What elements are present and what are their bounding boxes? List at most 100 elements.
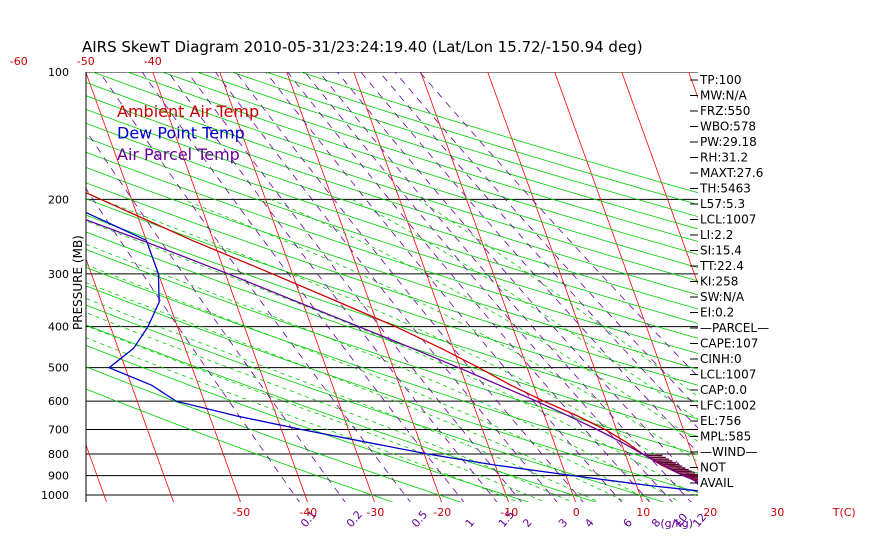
dry-adiabat	[86, 151, 698, 354]
mixing-ratio-line	[187, 72, 522, 502]
legend-entry: Ambient Air Temp	[117, 102, 259, 121]
mixing-ratio-line	[86, 129, 346, 502]
dry-adiabat	[86, 366, 462, 502]
y-axis-label: PRESSURE (MB)	[71, 235, 85, 330]
dry-adiabat	[231, 72, 698, 218]
mixing-ratio-label: 4	[582, 516, 596, 530]
moist-adiabat	[86, 337, 519, 502]
index-value: PW:29.18	[700, 135, 757, 149]
mixing-ratio-line	[235, 72, 584, 502]
pressure-tick-label: 200	[48, 193, 69, 206]
index-value: EL:756	[700, 414, 741, 428]
series-line-0	[86, 191, 698, 482]
moist-adiabat	[86, 282, 627, 502]
moist-adiabat	[86, 298, 600, 502]
dry-adiabat	[161, 72, 698, 242]
moist-adiabat	[351, 198, 698, 421]
index-value: RH:31.2	[700, 151, 748, 165]
isotherm-line	[86, 257, 174, 502]
mixing-ratio-line	[336, 72, 698, 486]
dry-adiabat	[127, 72, 698, 255]
isotherm-line	[219, 72, 375, 502]
index-value: AVAIL	[700, 476, 734, 490]
isotherm-line	[152, 72, 308, 502]
pressure-tick-label: 1000	[41, 489, 69, 502]
moist-adiabat	[86, 220, 698, 498]
pressure-tick-label: 300	[48, 268, 69, 281]
bottom-axis-label: T(C)	[832, 506, 856, 519]
dry-adiabat	[86, 214, 698, 420]
legend: Ambient Air Temp Dew Point Temp Air Parcel…	[117, 102, 259, 164]
top-temp-tick-label: -60	[10, 55, 28, 68]
index-value: TH:5463	[699, 182, 751, 196]
pressure-tick-label: 700	[48, 423, 69, 436]
dry-adiabat	[86, 231, 698, 437]
pressure-tick-label: 800	[48, 448, 69, 461]
dry-adiabat	[86, 122, 698, 324]
isotherm-line	[0, 72, 40, 504]
index-value: WBO:578	[700, 120, 756, 134]
chart-title: AIRS SkewT Diagram 2010-05-31/23:24:19.4…	[82, 38, 643, 56]
bottom-temp-tick-label: 10	[636, 506, 650, 519]
index-value: LI:2.2	[700, 228, 733, 242]
dry-adiabat	[86, 248, 698, 455]
mixing-ratio-line	[215, 72, 558, 502]
pressure-tick-label: 900	[48, 470, 69, 483]
bottom-temp-tick-label: 0	[573, 506, 580, 519]
dry-adiabat	[86, 82, 698, 282]
index-value: MAXT:27.6	[700, 166, 763, 180]
mixing-ratio-label: 3	[556, 516, 570, 530]
isotherm-line	[621, 72, 698, 286]
index-value: LCL:1007	[700, 368, 756, 382]
dry-adiabat	[86, 95, 698, 296]
index-value: MPL:585	[700, 430, 751, 444]
mixing-ratio-label: 0.2	[344, 508, 365, 530]
index-value: CAP:0.0	[700, 383, 747, 397]
dry-adiabat	[86, 388, 394, 502]
bottom-temp-tick-label: 20	[703, 506, 717, 519]
moist-adiabat	[86, 264, 654, 502]
mixing-ratio-label: 1	[463, 516, 477, 530]
mixing-ratio-line	[360, 72, 698, 454]
pressure-tick-label: 400	[48, 321, 69, 334]
dry-adiabat	[86, 345, 530, 502]
mixing-ratio-line	[394, 72, 698, 409]
dry-adiabat	[86, 182, 698, 386]
index-value: KI:258	[700, 275, 738, 289]
pressure-tick-label: 600	[48, 395, 69, 408]
index-value: FRZ:550	[700, 104, 750, 118]
index-value: CAPE:107	[700, 337, 758, 351]
series-line-1	[86, 211, 698, 492]
top-temp-tick-label: -40	[144, 55, 162, 68]
mixing-ratio-line	[304, 72, 673, 502]
mixing-ratio-line	[265, 72, 623, 502]
dry-adiabat	[86, 108, 698, 310]
moist-adiabat	[270, 198, 698, 442]
mixing-ratio-label: 6	[621, 516, 635, 530]
isotherm-line	[86, 72, 241, 502]
index-value: L57:5.3	[700, 197, 745, 211]
index-value: NOT	[700, 461, 726, 475]
pressure-tick-label: 100	[48, 66, 69, 79]
index-value: TP:100	[699, 73, 742, 87]
index-value: MW:N/A	[700, 89, 748, 103]
bottom-temp-tick-label: -30	[366, 506, 384, 519]
isotherm-line	[487, 72, 643, 502]
index-value: LFC:1002	[700, 399, 757, 413]
pressure-tick-label: 500	[48, 362, 69, 375]
series-line-2	[86, 219, 698, 483]
dry-adiabat	[86, 324, 597, 502]
index-value: —PARCEL—	[700, 321, 769, 335]
bottom-temp-tick-label: -20	[433, 506, 451, 519]
index-value: SI:15.4	[700, 244, 742, 258]
dry-adiabat	[86, 137, 698, 339]
mixing-ratio-line	[86, 187, 300, 502]
moist-adiabat	[86, 312, 573, 502]
legend-entry: Dew Point Temp	[117, 124, 245, 143]
dry-adiabat	[86, 304, 665, 502]
dry-adiabat	[86, 266, 698, 474]
isotherm-line	[756, 72, 870, 504]
dry-adiabat	[86, 285, 698, 493]
